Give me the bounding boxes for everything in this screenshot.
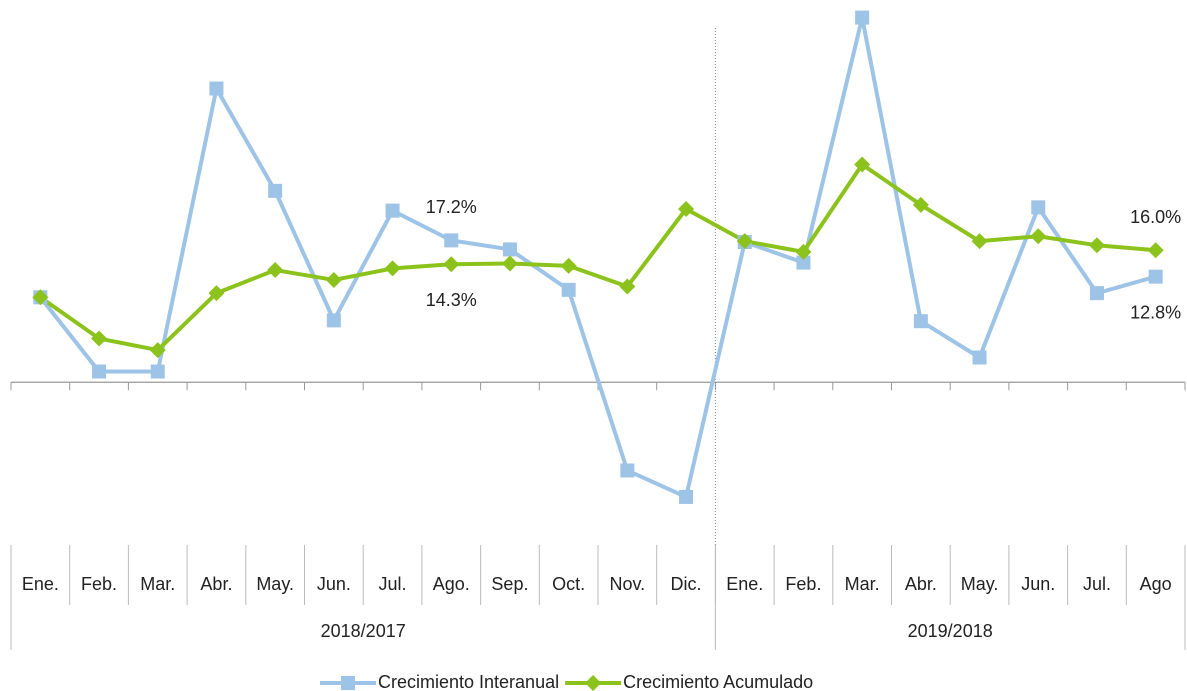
data-point — [326, 313, 341, 328]
data-point — [209, 81, 224, 96]
data-point — [267, 262, 284, 279]
data-label: 16.0% — [1130, 207, 1181, 227]
data-point — [1147, 242, 1164, 259]
data-point — [502, 242, 517, 257]
data-point — [912, 196, 929, 213]
data-point — [1031, 200, 1046, 215]
legend-label: Crecimiento Acumulado — [623, 672, 813, 691]
series-line — [39, 162, 1156, 353]
data-point — [796, 255, 811, 270]
data-point — [972, 350, 987, 365]
data-point — [444, 233, 459, 248]
x-tick-label: Jun. — [1021, 574, 1055, 594]
x-tick-label: Feb. — [81, 574, 117, 594]
data-point — [501, 255, 518, 272]
data-point — [795, 243, 812, 260]
x-tick-label: Abr. — [905, 574, 937, 594]
data-point — [91, 330, 108, 347]
x-tick-label: May. — [961, 574, 999, 594]
data-point — [1148, 269, 1163, 284]
data-point — [620, 463, 635, 478]
x-tick-label: Jul. — [379, 574, 407, 594]
data-point — [32, 289, 49, 306]
data-point — [150, 364, 165, 379]
data-point — [679, 489, 694, 504]
data-point — [384, 260, 401, 277]
data-label: 14.3% — [426, 290, 477, 310]
x-tick-label: Ago. — [433, 574, 470, 594]
data-point — [325, 271, 342, 288]
data-point — [1030, 228, 1047, 245]
data-point — [854, 156, 871, 173]
data-point — [913, 314, 928, 329]
data-point — [268, 183, 283, 198]
data-point — [92, 364, 107, 379]
series-line — [38, 15, 1157, 499]
x-tick-label: Abr. — [200, 574, 232, 594]
data-point — [619, 278, 636, 295]
data-point — [971, 233, 988, 250]
data-point — [561, 282, 576, 297]
group-label: 2019/2018 — [908, 621, 993, 641]
data-label: 17.2% — [426, 197, 477, 217]
data-point — [585, 675, 602, 691]
x-tick-label: Sep. — [491, 574, 528, 594]
data-point — [341, 676, 355, 690]
data-point — [736, 233, 753, 250]
x-tick-label: Ene. — [726, 574, 763, 594]
data-point — [560, 257, 577, 274]
data-point — [385, 203, 400, 218]
x-tick-label: Ago — [1140, 574, 1172, 594]
data-point — [443, 256, 460, 273]
data-point — [678, 201, 695, 217]
x-tick-label: May. — [256, 574, 294, 594]
x-tick-label: Mar. — [140, 574, 175, 594]
x-tick-label: Mar. — [845, 574, 880, 594]
x-tick-label: Feb. — [785, 574, 821, 594]
data-point — [855, 10, 870, 25]
data-point — [1089, 286, 1104, 301]
data-point — [1088, 237, 1105, 254]
legend-label: Crecimiento Interanual — [378, 672, 559, 691]
x-tick-label: Ene. — [22, 574, 59, 594]
data-point — [149, 342, 166, 359]
x-tick-label: Jun. — [317, 574, 351, 594]
x-tick-label: Dic. — [671, 574, 702, 594]
x-tick-label: Oct. — [552, 574, 585, 594]
data-point — [208, 285, 225, 302]
x-tick-label: Nov. — [610, 574, 646, 594]
x-tick-label: Jul. — [1083, 574, 1111, 594]
data-label: 12.8% — [1130, 302, 1181, 322]
group-label: 2018/2017 — [321, 621, 406, 641]
